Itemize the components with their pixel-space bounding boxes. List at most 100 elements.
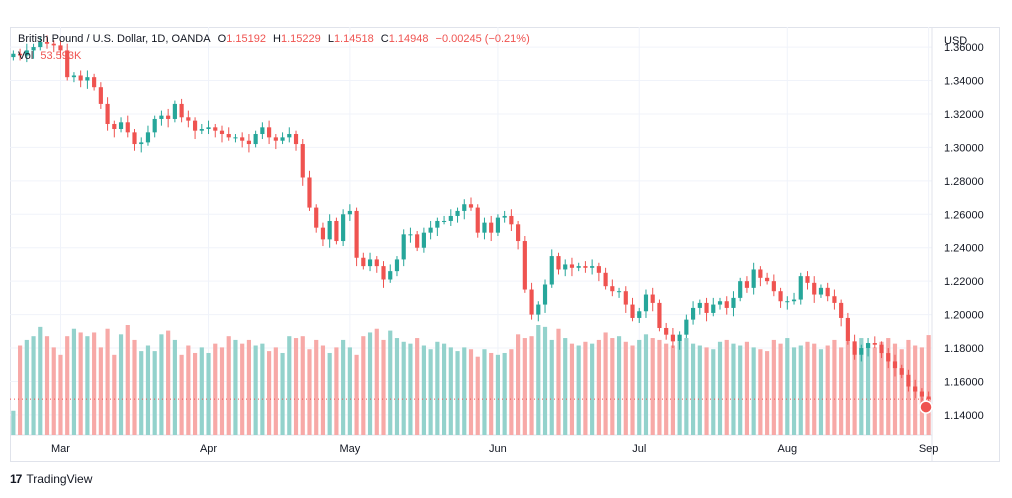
candle [563,259,568,277]
legend-open: 1.15192 [226,33,266,45]
candle [852,334,857,360]
candle [536,301,541,322]
candle [92,73,97,91]
volume-bar [542,326,548,435]
candle-body [926,396,931,400]
volume-bar [219,347,225,435]
candle-body [691,307,696,320]
candle [650,287,655,312]
candle [724,296,729,315]
candle [415,231,420,252]
legend-vol-label: Vol [18,50,34,62]
volume-bar [637,339,642,435]
candle-body [92,77,97,88]
candle [435,217,440,237]
candle-body [906,374,911,387]
y-tick-label: 1.20000 [944,310,984,322]
candle-body [919,391,924,397]
candle [58,40,63,59]
candle [334,217,339,245]
candle-body [367,259,373,267]
candle [610,279,615,297]
candle-body [260,127,265,135]
volume-bar [260,343,265,435]
tradingview-brand[interactable]: 17 TradingView [10,472,92,486]
candle [590,259,595,275]
candle-body [556,256,561,270]
candle-body [408,234,413,236]
candle-body [206,127,211,129]
candle [421,227,426,253]
candle [664,322,669,340]
candle [892,354,898,377]
candle-body [267,127,272,138]
candle-body [791,299,797,302]
candle [179,98,184,123]
volume-bar [24,339,29,435]
volume-bar [213,343,218,435]
volume-bar [58,354,63,435]
volume-bar [738,345,743,435]
candle-body [307,177,312,208]
candle [267,120,272,145]
candle-body [892,361,898,369]
candle-body [192,120,198,131]
candle [240,132,245,148]
candle [139,137,144,153]
candle-body [233,137,238,139]
volume-bar [334,347,339,435]
legend-high: 1.15229 [280,33,321,45]
candle-body [300,144,305,178]
candle [341,209,346,247]
candle-body [314,207,319,228]
candle-body [758,269,763,278]
volume-bar [361,336,366,435]
volume-bar [206,352,211,435]
candle [71,72,77,83]
volume-bar [354,354,359,435]
tradingview-logo-icon: 17 [10,472,22,486]
candle-body [468,204,474,208]
candle-body [287,134,292,138]
volume-bar [280,352,285,435]
candle-body [845,317,850,342]
candle [287,127,292,143]
candle-body [502,215,507,218]
candle-body [798,276,803,300]
volume-bar [886,338,891,435]
candle-body [536,304,541,315]
x-tick-label: Aug [778,443,798,455]
y-tick-label: 1.22000 [944,276,984,288]
candle-body [643,294,649,312]
candle [314,204,319,233]
candle [637,307,642,323]
candle-body [455,210,460,216]
volume-bar [112,354,117,435]
volume-bar [448,347,453,435]
candle [825,282,830,302]
volume-bar [327,352,332,435]
price-chart[interactable]: 1.14000 1.16000 1.18000 1.20000 1.22000 1.240… [10,27,1000,462]
candle [529,282,534,320]
volume-bar [435,341,440,435]
candle [798,272,803,305]
candle-body [865,343,871,349]
candle [879,341,884,359]
volume-bar [758,349,763,435]
candle [906,369,911,392]
candle [744,276,750,293]
volume-bar [522,338,527,435]
candle [192,117,198,140]
volume-bar [78,332,83,435]
candle-body [751,269,756,288]
candle-body [139,142,144,145]
volume-bar [798,345,803,435]
candle [31,43,36,59]
candle-body [31,47,36,51]
volume-bar [51,347,56,435]
legend-main: British Pound / U.S. Dollar, 1D, OANDA O… [18,33,534,45]
y-tick-label: 1.36000 [944,42,984,54]
candle-body [596,266,601,273]
candle-body [152,118,157,133]
candle [623,286,628,313]
